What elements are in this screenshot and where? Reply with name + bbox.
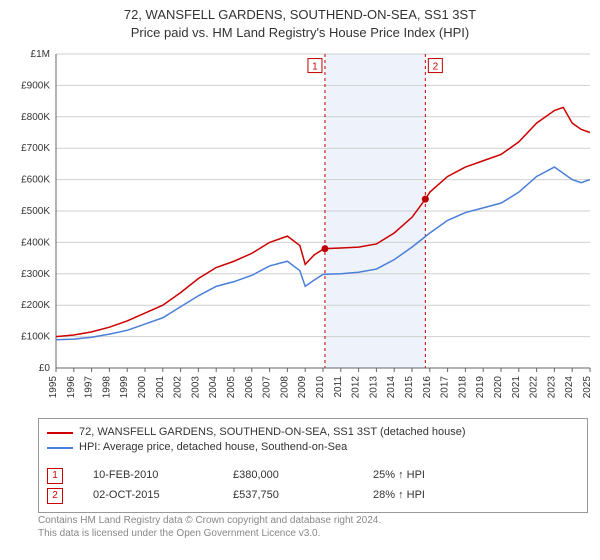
svg-text:2003: 2003 [190,376,201,399]
svg-text:£500K: £500K [21,206,50,217]
sale-delta: 28% ↑ HPI [373,486,483,506]
svg-text:£700K: £700K [21,143,50,154]
svg-text:2007: 2007 [262,376,273,399]
svg-text:2012: 2012 [351,376,362,399]
svg-text:2023: 2023 [546,376,557,399]
svg-text:2022: 2022 [529,376,540,399]
svg-text:2011: 2011 [333,376,344,398]
legend: 72, WANSFELL GARDENS, SOUTHEND-ON-SEA, S… [38,418,588,463]
svg-text:£400K: £400K [21,237,50,248]
marker-icon: 2 [47,488,63,504]
svg-text:2019: 2019 [475,376,486,399]
title-line1: 72, WANSFELL GARDENS, SOUTHEND-ON-SEA, S… [0,6,600,24]
svg-text:1: 1 [312,62,318,73]
svg-text:2024: 2024 [564,376,575,399]
sale-date: 10-FEB-2010 [93,466,203,486]
svg-text:2: 2 [433,62,439,73]
svg-text:2000: 2000 [137,376,148,399]
svg-text:2001: 2001 [155,376,166,399]
footer-line2: This data is licensed under the Open Gov… [38,527,588,540]
svg-text:2015: 2015 [404,376,415,399]
svg-text:2025: 2025 [582,376,593,399]
sale-price: £380,000 [233,466,343,486]
svg-text:£300K: £300K [21,269,50,280]
chart-svg: £0 £100K £200K £300K £400K £500K £600K £700K £80… [0,48,600,410]
sales-table: 1 10-FEB-2010 £380,000 25% ↑ HPI 2 02-OC… [38,460,588,513]
svg-text:£1M: £1M [31,49,50,60]
svg-text:2008: 2008 [279,376,290,399]
chart-plot: £0 £100K £200K £300K £400K £500K £600K £700K £80… [0,48,600,410]
svg-text:2018: 2018 [457,376,468,399]
svg-text:£900K: £900K [21,80,50,91]
svg-text:£100K: £100K [21,332,50,343]
marker-icon: 1 [47,468,63,484]
svg-text:1997: 1997 [84,376,95,399]
svg-text:1995: 1995 [48,376,59,399]
svg-text:1998: 1998 [101,376,112,399]
svg-text:2005: 2005 [226,376,237,399]
svg-text:2004: 2004 [208,376,219,399]
chart-title: 72, WANSFELL GARDENS, SOUTHEND-ON-SEA, S… [0,0,600,41]
footer-note: Contains HM Land Registry data © Crown c… [38,514,588,540]
svg-text:2006: 2006 [244,376,255,399]
legend-swatch [47,432,73,434]
sale-delta: 25% ↑ HPI [373,466,483,486]
svg-text:1996: 1996 [66,376,77,399]
footer-line1: Contains HM Land Registry data © Crown c… [38,514,588,527]
svg-text:2016: 2016 [422,376,433,399]
title-line2: Price paid vs. HM Land Registry's House … [0,24,600,42]
svg-text:2002: 2002 [173,376,184,399]
svg-text:£200K: £200K [21,300,50,311]
svg-text:2010: 2010 [315,376,326,399]
legend-row: 72, WANSFELL GARDENS, SOUTHEND-ON-SEA, S… [47,425,579,440]
sale-price: £537,750 [233,486,343,506]
svg-text:2014: 2014 [386,376,397,399]
table-row: 1 10-FEB-2010 £380,000 25% ↑ HPI [47,466,579,486]
sale-date: 02-OCT-2015 [93,486,203,506]
chart-container: 72, WANSFELL GARDENS, SOUTHEND-ON-SEA, S… [0,0,600,560]
legend-label: 72, WANSFELL GARDENS, SOUTHEND-ON-SEA, S… [79,425,466,440]
svg-text:£600K: £600K [21,175,50,186]
legend-swatch [47,447,73,449]
svg-text:2017: 2017 [440,376,451,399]
legend-row: HPI: Average price, detached house, Sout… [47,440,579,455]
svg-text:2009: 2009 [297,376,308,399]
svg-text:2021: 2021 [511,376,522,399]
svg-text:£0: £0 [39,363,51,374]
svg-text:2020: 2020 [493,376,504,399]
svg-text:1999: 1999 [119,376,130,399]
table-row: 2 02-OCT-2015 £537,750 28% ↑ HPI [47,486,579,506]
svg-text:£800K: £800K [21,112,50,123]
svg-text:2013: 2013 [368,376,379,399]
legend-label: HPI: Average price, detached house, Sout… [79,440,347,455]
